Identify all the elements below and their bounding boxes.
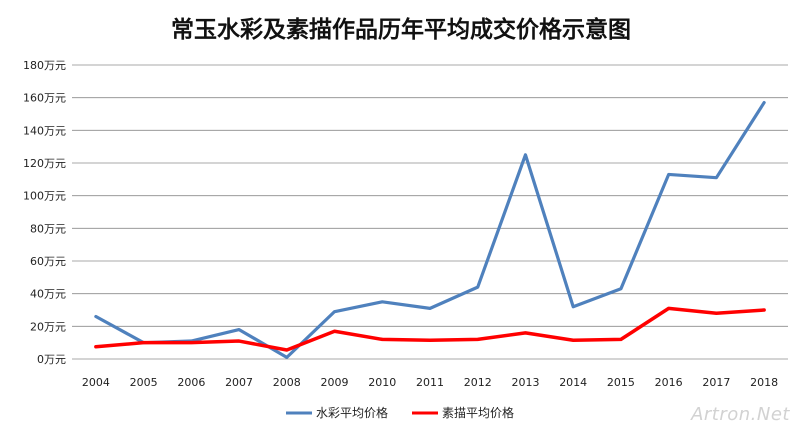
x-tick-label: 2004	[82, 376, 110, 389]
x-tick-label: 2008	[273, 376, 301, 389]
x-tick-label: 2010	[368, 376, 396, 389]
y-tick-label: 100万元	[23, 190, 66, 203]
y-tick-label: 20万元	[30, 320, 66, 333]
y-axis-ticks: 0万元 20万元 40万元 60万元 80万元 100万元 120万元 140万元 160万元 1…	[23, 59, 66, 366]
x-tick-label: 2013	[511, 376, 539, 389]
x-tick-label: 2006	[177, 376, 205, 389]
x-tick-label: 2018	[750, 376, 778, 389]
x-tick-label: 2012	[464, 376, 492, 389]
chart-title: 常玉水彩及素描作品历年平均成交价格示意图	[171, 17, 631, 43]
series-line	[94, 100, 766, 359]
y-tick-label: 40万元	[30, 288, 66, 301]
legend-label: 水彩平均价格	[316, 405, 388, 420]
watermark-logo: Artron.Net	[691, 404, 790, 425]
x-axis-ticks: 2004 2005 2006 2007 2008 2009 2010 2011 2012 2013…	[82, 376, 778, 389]
y-tick-label: 60万元	[30, 255, 66, 268]
y-tick-label: 80万元	[30, 222, 66, 235]
y-tick-label: 120万元	[23, 157, 66, 170]
legend-label: 素描平均价格	[442, 405, 514, 420]
x-tick-label: 2016	[655, 376, 683, 389]
x-tick-label: 2017	[702, 376, 730, 389]
x-tick-label: 2009	[321, 376, 349, 389]
y-tick-label: 140万元	[23, 124, 66, 137]
x-tick-label: 2007	[225, 376, 253, 389]
x-tick-label: 2011	[416, 376, 444, 389]
x-tick-label: 2014	[559, 376, 587, 389]
series-lines	[94, 100, 766, 359]
gridlines	[72, 64, 788, 360]
y-tick-label: 180万元	[23, 59, 66, 72]
y-tick-label: 0万元	[37, 353, 66, 366]
x-tick-label: 2005	[130, 376, 158, 389]
y-tick-label: 160万元	[23, 92, 66, 105]
series-line	[94, 306, 766, 352]
legend: 水彩平均价格 素描平均价格	[286, 405, 514, 420]
x-tick-label: 2015	[607, 376, 635, 389]
